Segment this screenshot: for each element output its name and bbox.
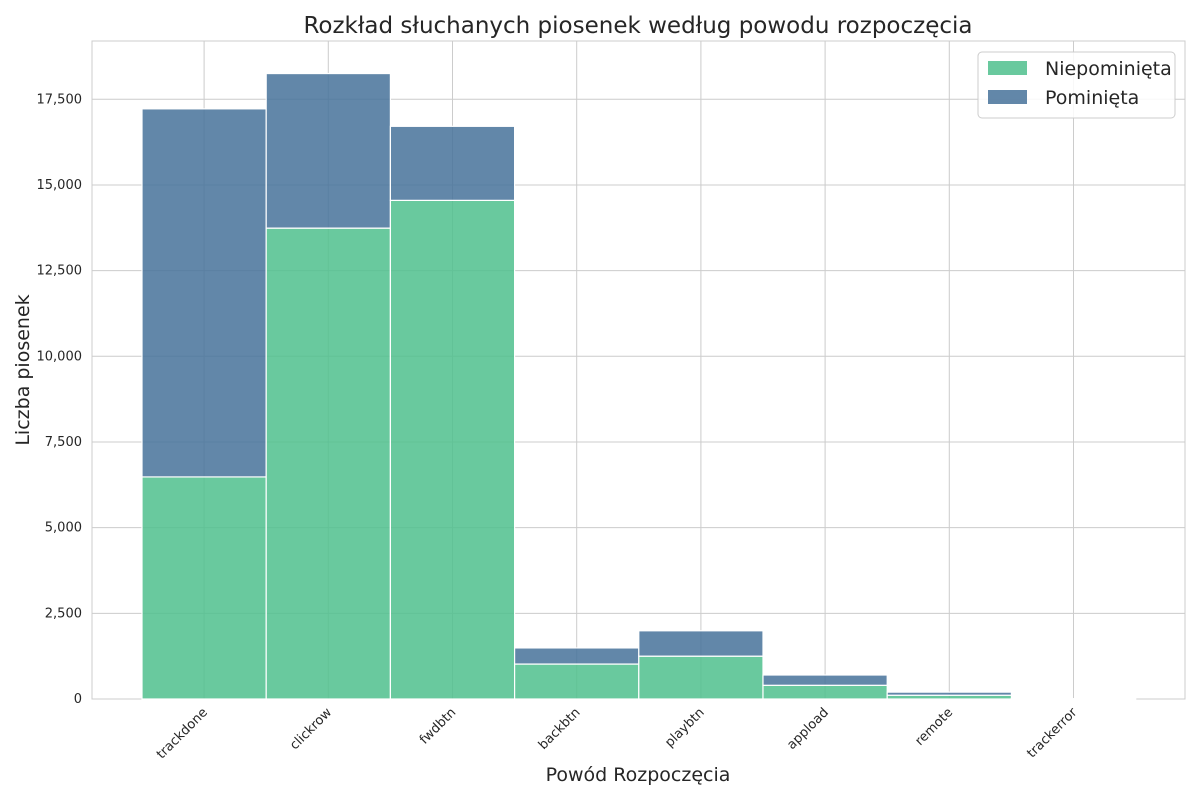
y-tick-label: 0 — [74, 692, 82, 707]
bar-fwdbtn-niepominieta — [389, 199, 516, 700]
bar-clickrow-pominieta — [265, 72, 392, 229]
bar-clickrow-niepominieta — [265, 227, 392, 700]
bar-remote-pominieta — [886, 691, 1013, 696]
x-tick-label: playbtn — [662, 705, 707, 750]
bar-fwdbtn-pominieta — [389, 125, 516, 201]
y-tick-label: 2,500 — [45, 606, 82, 621]
x-tick-label: appload — [784, 705, 832, 753]
y-tick-label: 7,500 — [45, 435, 82, 450]
x-tick-label: backbtn — [536, 705, 584, 753]
bar-backbtn-niepominieta — [513, 663, 640, 700]
x-tick-label: remote — [912, 705, 956, 749]
bar-trackdone-pominieta — [141, 108, 267, 478]
bars — [141, 72, 1137, 700]
legend-label-pominieta: Pominięta — [1045, 87, 1139, 109]
bar-appload-pominieta — [762, 674, 888, 686]
y-tick-label: 10,000 — [37, 349, 83, 364]
legend-swatch-pominieta — [988, 90, 1027, 104]
legend-box — [977, 51, 1176, 119]
y-tick-label: 12,500 — [37, 264, 83, 279]
x-tick-label: clickrow — [287, 705, 335, 753]
legend-label-niepominieta: Niepominięta — [1045, 58, 1172, 80]
y-tick-label: 17,500 — [37, 92, 83, 107]
legend: Niepominięta Pominięta — [977, 51, 1176, 119]
bar-appload-niepominieta — [762, 684, 888, 700]
x-tick-label: fwdbtn — [417, 705, 459, 747]
y-tick-label: 15,000 — [37, 178, 83, 193]
x-tick-label: trackerror — [1024, 705, 1080, 761]
y-tick-labels: 0 2,500 5,000 7,500 10,000 12,500 15,000 17,500 — [37, 92, 83, 707]
chart-title: Rozkład słuchanych piosenek według powod… — [303, 13, 972, 39]
x-tick-label: trackdone — [154, 705, 211, 762]
bar-playbtn-pominieta — [638, 630, 764, 657]
bar-trackdone-niepominieta — [141, 476, 267, 700]
legend-swatch-niepominieta — [988, 61, 1027, 75]
bar-playbtn-niepominieta — [638, 655, 764, 700]
x-axis-label: Powód Rozpoczęcia — [546, 764, 731, 786]
bar-backbtn-pominieta — [513, 647, 640, 665]
x-tick-labels: trackdone clickrow fwdbtn backbtn playbtn app… — [154, 705, 1081, 762]
y-tick-label: 5,000 — [45, 521, 82, 536]
y-axis-label: Liczba piosenek — [12, 294, 34, 445]
